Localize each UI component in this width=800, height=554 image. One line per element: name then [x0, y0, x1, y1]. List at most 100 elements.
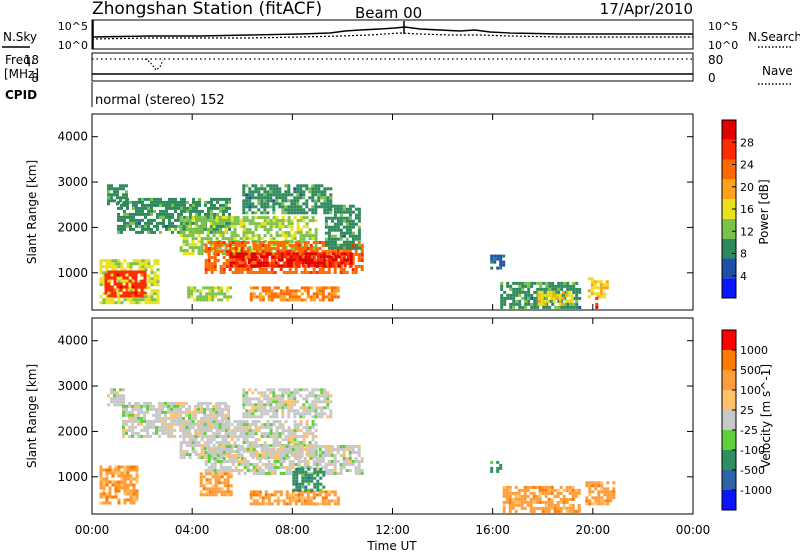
data-cell [287, 388, 291, 392]
data-cell [281, 219, 285, 223]
data-cell [327, 295, 331, 299]
data-cell [305, 435, 309, 439]
data-cell [313, 470, 317, 474]
data-cell [551, 302, 555, 306]
data-cell [305, 388, 309, 392]
data-cell [168, 221, 171, 225]
data-cell [177, 206, 180, 210]
data-cell [250, 264, 254, 268]
data-cell [243, 268, 247, 271]
data-cell [529, 485, 533, 489]
data-cell [294, 268, 298, 271]
data-cell [275, 193, 279, 197]
data-cell [327, 225, 331, 229]
data-cell [279, 292, 283, 296]
data-cell [200, 435, 204, 439]
data-cell [195, 200, 198, 204]
data-cell [587, 295, 591, 299]
data-cell [296, 435, 300, 439]
data-cell [179, 447, 183, 451]
data-cell [281, 394, 285, 398]
data-cell [221, 237, 225, 241]
data-cell [315, 460, 319, 463]
data-cell [260, 216, 264, 220]
data-cell [314, 199, 318, 203]
data-cell [221, 438, 225, 442]
data-cell [176, 419, 180, 423]
data-cell [505, 485, 509, 489]
data-cell [242, 400, 246, 404]
data-cell [303, 241, 307, 244]
data-cell [273, 466, 277, 469]
data-cell [326, 391, 330, 395]
data-cell [116, 196, 119, 200]
data-cell [354, 234, 358, 238]
data-cell [291, 466, 295, 469]
data-cell [222, 241, 226, 244]
data-cell [329, 196, 333, 200]
data-cell [204, 451, 208, 454]
data-cell [595, 296, 599, 300]
data-cell [550, 497, 554, 501]
data-cell [144, 295, 148, 299]
colorbar-tick-label: 8 [740, 248, 747, 261]
data-cell [321, 457, 325, 460]
data-cell [147, 277, 151, 281]
data-cell [215, 441, 219, 445]
data-cell [228, 197, 231, 201]
data-cell [293, 412, 297, 416]
data-cell [278, 432, 282, 436]
data-cell [348, 448, 352, 451]
data-cell [285, 271, 289, 274]
data-cell [287, 211, 291, 215]
data-cell [120, 227, 123, 231]
data-cell [194, 410, 198, 414]
data-cell [324, 237, 328, 241]
data-cell [144, 215, 147, 219]
data-cell [215, 401, 219, 405]
data-cell [180, 209, 183, 213]
data-cell [264, 454, 268, 457]
data-cell [197, 456, 201, 460]
data-cell [185, 432, 189, 436]
data-cell [200, 231, 204, 235]
data-cell [242, 202, 246, 206]
data-cell [107, 199, 110, 203]
data-cell [302, 211, 306, 215]
data-cell [299, 184, 303, 188]
data-cell [354, 457, 358, 460]
data-cell [248, 432, 252, 436]
data-cell [257, 225, 261, 229]
data-cell [336, 451, 340, 454]
data-cell [307, 255, 311, 259]
data-cell [511, 506, 515, 510]
data-cell [116, 270, 120, 274]
data-cell [322, 252, 326, 256]
data-cell [275, 216, 279, 220]
data-cell [321, 286, 325, 290]
data-cell [529, 500, 533, 504]
data-cell [284, 388, 288, 392]
data-cell [143, 416, 147, 420]
data-cell [177, 203, 180, 207]
data-cell [189, 206, 192, 210]
data-cell [342, 243, 346, 247]
data-cell [107, 184, 110, 188]
data-cell [237, 262, 241, 265]
data-cell [231, 469, 235, 472]
data-cell [287, 400, 291, 404]
data-cell [108, 489, 112, 493]
data-cell [258, 292, 262, 296]
data-cell [302, 444, 306, 448]
data-cell [327, 246, 331, 250]
data-cell [304, 485, 308, 489]
data-cell [357, 256, 361, 259]
data-cell [333, 246, 337, 250]
data-cell [304, 255, 308, 259]
data-cell [194, 216, 198, 220]
data-cell [114, 259, 118, 263]
data-cell [293, 205, 297, 209]
data-cell [248, 228, 252, 232]
data-cell [537, 293, 541, 297]
data-cell [147, 265, 151, 269]
